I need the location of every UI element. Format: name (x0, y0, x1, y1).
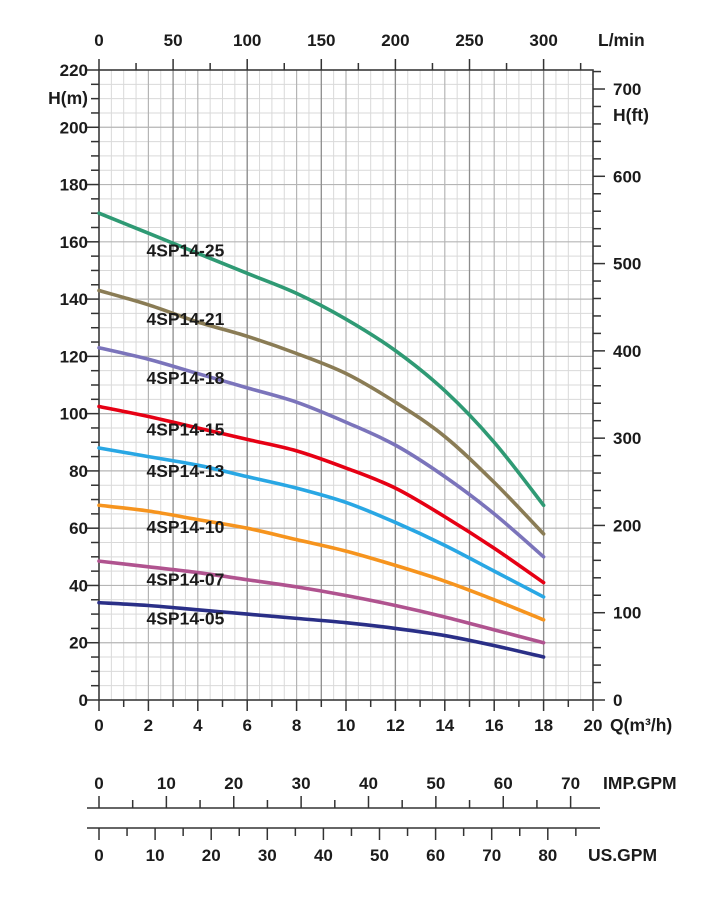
curve-group-4SP14-18: 4SP14-18 (97, 345, 546, 559)
imp-gpm-tick-label: 30 (292, 774, 311, 793)
right-axis-tick-label: 100 (613, 604, 641, 623)
curve-group-4SP14-13: 4SP14-13 (97, 446, 546, 599)
bottom-axis-tick-label: 12 (386, 716, 405, 735)
curve-group-4SP14-25: 4SP14-25 (97, 211, 546, 508)
left-axis-tick-label: 140 (60, 290, 88, 309)
right-axis-tick-label: 400 (613, 342, 641, 361)
bottom-axis-tick-label: 6 (242, 716, 251, 735)
top-axis-tick-label: 50 (164, 31, 183, 50)
curve-4SP14-07 (97, 559, 546, 645)
imp-gpm-tick-label: 60 (494, 774, 513, 793)
curve-4SP14-15 (97, 404, 546, 585)
bottom-axis-tick-label: 16 (485, 716, 504, 735)
curve-label-4SP14-05: 4SP14-05 (147, 608, 225, 628)
left-axis-tick-label: 20 (69, 634, 88, 653)
top-axis-tick-label: 300 (529, 31, 557, 50)
bottom-axis-tick-label: 18 (534, 716, 553, 735)
imp-gpm-tick-label: 0 (94, 774, 103, 793)
left-axis-tick-label: 80 (69, 462, 88, 481)
curve-4SP14-18 (97, 345, 546, 559)
curve-group-4SP14-21: 4SP14-21 (97, 288, 546, 536)
us-gpm-tick-label: 60 (426, 846, 445, 865)
left-axis-unit-label: H(m) (48, 88, 88, 108)
left-axis-tick-label: 40 (69, 576, 88, 595)
top-axis-tick-label: 150 (307, 31, 335, 50)
top-axis-tick-label: 0 (94, 31, 103, 50)
curve-label-4SP14-21: 4SP14-21 (147, 309, 225, 329)
ruler-us-gpm: 0 10 20 30 40 50 60 70 80 (87, 827, 600, 865)
curve-4SP14-05 (97, 600, 546, 659)
bottom-axis-tick-label: 2 (144, 716, 153, 735)
bottom-axis-unit-label: Q(m³/h) (610, 715, 672, 735)
us-gpm-tick-label: 20 (202, 846, 221, 865)
right-axis-tick-label: 600 (613, 167, 641, 186)
curve-label-4SP14-07: 4SP14-07 (147, 570, 225, 590)
curve-group-4SP14-05: 4SP14-05 (97, 600, 546, 659)
axis-right: 0 100 200 300 400 500 600 700 (593, 70, 641, 710)
right-axis-tick-label: 500 (613, 255, 641, 274)
right-axis-tick-label: 700 (613, 80, 641, 99)
curve-4SP14-13 (97, 446, 546, 599)
curve-label-4SP14-25: 4SP14-25 (147, 240, 225, 260)
right-axis-tick-label: 200 (613, 516, 641, 535)
curve-group-4SP14-07: 4SP14-07 (97, 559, 546, 645)
left-axis-tick-label: 0 (79, 691, 88, 710)
top-axis-tick-label: 100 (233, 31, 261, 50)
curve-4SP14-21 (97, 288, 546, 536)
us-gpm-tick-label: 30 (258, 846, 277, 865)
right-axis-tick-label: 0 (613, 691, 622, 710)
us-gpm-tick-label: 80 (538, 846, 557, 865)
us-gpm-tick-label: 50 (370, 846, 389, 865)
curve-4SP14-25 (97, 211, 546, 508)
bottom-axis-tick-label: 4 (193, 716, 203, 735)
us-gpm-tick-label: 0 (94, 846, 103, 865)
bottom-axis-tick-label: 14 (435, 716, 454, 735)
bottom-axis-tick-label: 10 (337, 716, 356, 735)
left-axis-tick-label: 120 (60, 347, 88, 366)
curve-label-4SP14-10: 4SP14-10 (147, 517, 225, 537)
left-axis-tick-label: 60 (69, 519, 88, 538)
curve-label-4SP14-15: 4SP14-15 (147, 419, 225, 439)
curve-label-4SP14-18: 4SP14-18 (147, 368, 225, 388)
imp-gpm-tick-label: 70 (561, 774, 580, 793)
curve-group-4SP14-15: 4SP14-15 (97, 404, 546, 585)
left-axis-tick-label: 100 (60, 405, 88, 424)
right-axis-tick-label: 300 (613, 429, 641, 448)
left-axis-tick-label: 200 (60, 118, 88, 137)
left-axis-tick-label: 180 (60, 176, 88, 195)
bottom-axis-tick-label: 20 (584, 716, 603, 735)
curve-4SP14-10 (97, 503, 546, 622)
imp-gpm-tick-label: 10 (157, 774, 176, 793)
left-axis-tick-label: 160 (60, 233, 88, 252)
us-gpm-tick-label: 40 (314, 846, 333, 865)
imp-gpm-unit-label: IMP.GPM (603, 773, 677, 793)
bottom-axis-tick-label: 0 (94, 716, 103, 735)
us-gpm-unit-label: US.GPM (588, 845, 657, 865)
top-axis-tick-label: 200 (381, 31, 409, 50)
top-axis-unit-label: L/min (598, 30, 645, 50)
curve-group-4SP14-10: 4SP14-10 (97, 503, 546, 622)
us-gpm-tick-label: 70 (482, 846, 501, 865)
left-axis-tick-label: 220 (60, 61, 88, 80)
imp-gpm-tick-label: 40 (359, 774, 378, 793)
us-gpm-tick-label: 10 (146, 846, 165, 865)
axis-left: 0 20 40 60 80 100 120 140 160 180 200 220 (60, 61, 99, 710)
imp-gpm-tick-label: 20 (224, 774, 243, 793)
curve-label-4SP14-13: 4SP14-13 (147, 461, 225, 481)
axis-bottom: 0 2 4 6 8 10 12 14 16 18 20 (94, 700, 602, 735)
ruler-imp-gpm: 0 10 20 30 40 50 60 70 (87, 774, 600, 809)
bottom-axis-tick-label: 8 (292, 716, 301, 735)
axis-top: 0 50 100 150 200 250 300 (94, 31, 582, 70)
right-axis-unit-label: H(ft) (613, 105, 649, 125)
imp-gpm-tick-label: 50 (426, 774, 445, 793)
top-axis-tick-label: 250 (455, 31, 483, 50)
